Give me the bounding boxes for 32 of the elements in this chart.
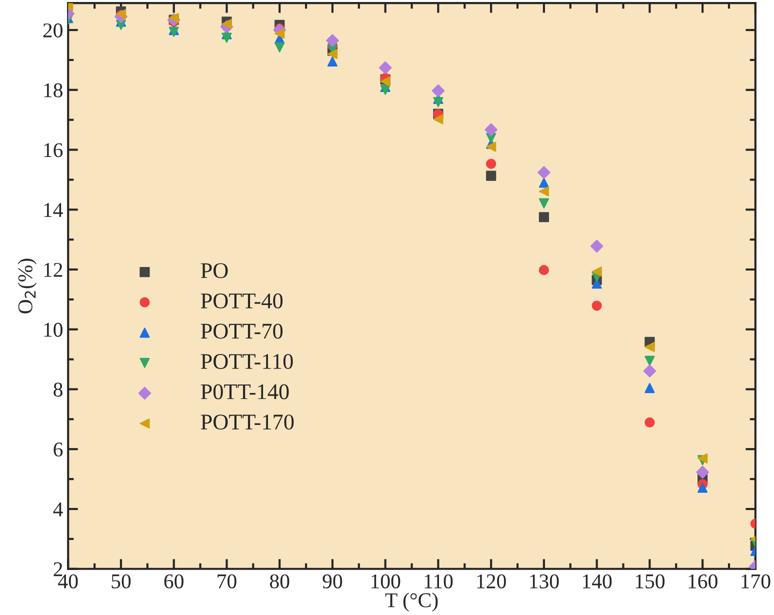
y-tick-label: 20 bbox=[43, 23, 62, 38]
legend-label: PO bbox=[200, 263, 228, 278]
legend-label: POTT-170 bbox=[200, 414, 294, 430]
x-tick-label: 130 bbox=[530, 574, 559, 588]
x-tick-label: 60 bbox=[164, 574, 184, 588]
y-tick-label: 16 bbox=[44, 143, 63, 158]
x-tick-label: 160 bbox=[688, 574, 718, 588]
x-tick-label: 80 bbox=[270, 574, 290, 588]
x-tick-label: 150 bbox=[636, 574, 665, 588]
y-tick-label: 2 bbox=[54, 562, 62, 576]
y-tick-label: 12 bbox=[44, 262, 62, 277]
x-axis-title: T (°C) bbox=[385, 592, 438, 612]
x-tick-label: 70 bbox=[218, 574, 236, 588]
x-tick-label: 40 bbox=[58, 574, 78, 588]
y-tick-label: 4 bbox=[53, 502, 63, 516]
legend-label: P0TT-140 bbox=[200, 384, 289, 400]
y-axis-title: O$_{2}$(%) bbox=[18, 258, 37, 314]
y-tick-label: 14 bbox=[44, 203, 63, 217]
x-tick-label: 110 bbox=[424, 574, 453, 588]
y-tick-label: 10 bbox=[44, 322, 62, 337]
y-tick-label: 8 bbox=[54, 382, 62, 397]
y-tick-label: 18 bbox=[44, 83, 62, 98]
x-tick-label: 90 bbox=[322, 574, 342, 588]
x-tick-label: 50 bbox=[112, 574, 131, 588]
x-tick-label: 170 bbox=[742, 574, 770, 588]
legend-label: POTT-70 bbox=[200, 324, 283, 339]
y-tick-label: 6 bbox=[54, 442, 63, 457]
legend-label: POTT-110 bbox=[200, 354, 293, 369]
x-tick-label: 140 bbox=[583, 574, 612, 588]
x-tick-label: 120 bbox=[477, 574, 506, 588]
x-tick-label: 100 bbox=[372, 574, 400, 588]
legend-label: POTT-40 bbox=[200, 293, 283, 308]
